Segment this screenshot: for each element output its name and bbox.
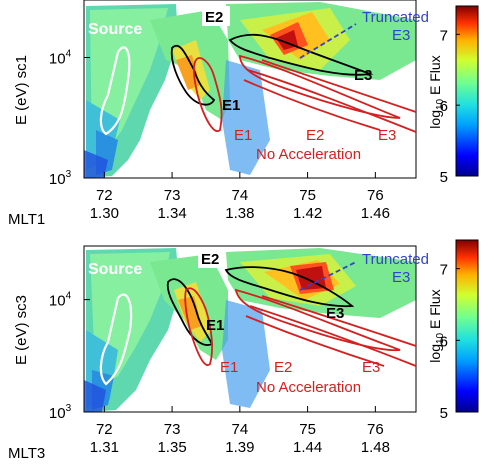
observed-e1-label-sc1: E1	[222, 97, 240, 114]
x-ticks-sc3: 721.31 731.35 741.39 751.44 761.48	[90, 406, 390, 456]
model-contour-e2-sc3	[234, 288, 401, 352]
no-acceleration-label-sc3: No Acceleration	[256, 379, 361, 396]
x-ticks-sc1: 721.30 731.34 741.38 751.42 761.46	[90, 172, 390, 222]
panel-sc3: Source E2 E1 E3 E1 E2 E3 No Acceleration…	[8, 239, 479, 462]
plot-frame-sc1	[83, 0, 417, 179]
y-tick-label: 104	[49, 291, 72, 310]
truncated-label-sc1: Truncated	[362, 9, 429, 26]
y-ticks-sc3: 103 104	[49, 291, 90, 422]
e2-label-bg-sc3	[198, 248, 226, 268]
colorbar-tick-label: 7	[440, 27, 448, 44]
x-axis-title-sc3: MLT3	[8, 445, 45, 462]
panel-sc1: Source E2 E1 E3 E1 E2 E3 No Acceleration…	[8, 0, 479, 228]
colorbar-tick-label: 6	[440, 98, 448, 115]
observed-e3-label-sc1: E3	[354, 67, 372, 84]
colorbar-sc1	[455, 5, 479, 177]
observed-e2-label-sc3: E2	[201, 251, 219, 268]
model-contour-e2-sc1	[239, 54, 401, 119]
truncated-label-sc3: Truncated	[362, 251, 429, 268]
colorbar-label-sc1: log10 E Flux	[427, 55, 446, 128]
colorbar-tick-label: 5	[440, 169, 448, 186]
source-contour-sc1	[99, 46, 131, 136]
x-tick-mlt-label: 1.42	[293, 205, 322, 222]
truncated-e3-label-sc1: E3	[392, 27, 410, 44]
x-tick-label: 75	[299, 187, 316, 204]
colorbar-label-prefix-sc3: log	[427, 344, 443, 363]
x-tick-label: 75	[299, 421, 316, 438]
colorbar-label-sc3: log10 E Flux	[427, 289, 446, 362]
y-axis-label-sc1: E (eV) sc1	[13, 55, 30, 125]
source-label-sc3: Source	[88, 261, 142, 278]
model-contour-e1-sc1	[192, 57, 223, 133]
x-tick-mlt-label: 1.48	[361, 439, 390, 456]
model-e1-label-sc1: E1	[234, 127, 252, 144]
observed-contour-e1-sc1	[170, 45, 216, 106]
x-tick-label: 73	[164, 187, 181, 204]
observed-e2-label-sc1: E2	[205, 9, 223, 26]
x-axis-title-sc1: MLT1	[8, 211, 45, 228]
colorbar-label-prefix-sc1: log	[427, 110, 443, 129]
model-e2-label-sc1: E2	[306, 127, 324, 144]
colorbar-sc3	[455, 239, 479, 413]
x-tick-mlt-label: 1.31	[90, 439, 119, 456]
y-axis-label-sc3: E (eV) sc3	[13, 295, 30, 365]
y-tick-label: 104	[49, 48, 72, 67]
y-tick-label: 103	[49, 403, 72, 422]
x-tick-mlt-label: 1.35	[157, 439, 186, 456]
plot-frame-sc3	[83, 245, 417, 413]
x-tick-mlt-label: 1.46	[361, 205, 390, 222]
y-ticks-sc1: 103 104	[49, 48, 90, 188]
x-tick-mlt-label: 1.44	[293, 439, 322, 456]
model-e1-label-sc3: E1	[220, 359, 238, 376]
x-tick-mlt-label: 1.34	[157, 205, 186, 222]
colorbar-tick-label: 7	[440, 262, 448, 279]
e2-label-bg-sc1	[202, 6, 230, 26]
x-tick-mlt-label: 1.30	[90, 205, 119, 222]
colorbar-label-sub-sc3: 10	[435, 332, 446, 344]
x-tick-mlt-label: 1.39	[225, 439, 254, 456]
source-contour-sc3	[99, 293, 133, 386]
truncated-e3-label-sc3: E3	[392, 269, 410, 286]
no-acceleration-label-sc1: No Acceleration	[256, 146, 361, 163]
colorbar-label-suffix-sc3: E Flux	[427, 289, 443, 333]
y-tick-label: 103	[49, 169, 72, 188]
model-e3-label-sc3: E3	[362, 359, 380, 376]
colorbar-tick-label: 6	[440, 333, 448, 350]
colorbar-label-suffix-sc1: E Flux	[427, 55, 443, 99]
x-tick-label: 76	[367, 187, 384, 204]
model-contour-e3-sc3	[245, 295, 417, 367]
x-tick-label: 72	[96, 421, 113, 438]
truncated-arrow-sc1	[299, 23, 357, 59]
x-tick-label: 72	[96, 187, 113, 204]
model-e2-label-sc3: E2	[274, 359, 292, 376]
colorbar-label-sub-sc1: 10	[435, 98, 446, 110]
x-tick-mlt-label: 1.38	[225, 205, 254, 222]
model-e3-label-sc1: E3	[378, 127, 396, 144]
x-tick-label: 74	[231, 421, 248, 438]
x-tick-label: 76	[367, 421, 384, 438]
model-contour-e3-sc1	[243, 59, 417, 133]
source-label-sc1: Source	[88, 21, 142, 38]
x-tick-label: 74	[231, 187, 248, 204]
colorbar-tick-label: 5	[440, 405, 448, 422]
observed-contour-e3-sc3	[224, 266, 355, 308]
x-tick-label: 73	[164, 421, 181, 438]
colorbar-ticks-sc1: 5 6 7	[440, 27, 460, 186]
colorbar-ticks-sc3: 5 6 7	[440, 262, 460, 422]
observed-e1-label-sc3: E1	[206, 317, 224, 334]
observed-e3-label-sc3: E3	[326, 305, 344, 322]
truncated-arrow-sc3	[299, 261, 357, 291]
observed-contour-e3-sc1	[228, 33, 374, 76]
model-contour-e1-sc3	[184, 287, 213, 366]
